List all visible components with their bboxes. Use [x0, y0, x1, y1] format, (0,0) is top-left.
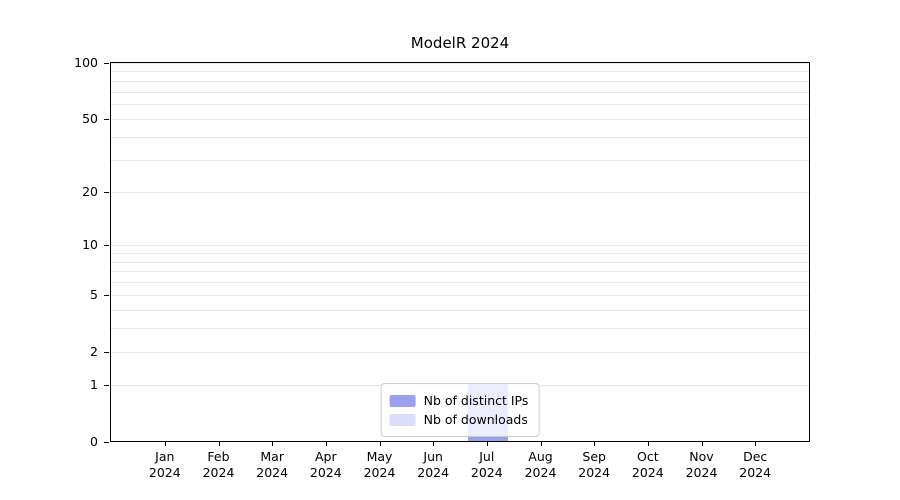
gridline [111, 271, 809, 273]
gridline [111, 80, 809, 82]
x-tick-label: Jun 2024 [417, 449, 450, 480]
x-tick [272, 442, 274, 446]
y-tick-label: 2 [90, 343, 98, 359]
gridline [111, 309, 809, 311]
y-tick-label: 0 [90, 434, 98, 449]
gridline [111, 261, 809, 263]
y-tick-label: 20 [82, 183, 98, 199]
x-tick-label: Jul 2024 [470, 449, 503, 480]
y-tick [104, 62, 109, 64]
x-tick [325, 442, 327, 446]
x-tick [379, 442, 381, 446]
y-tick [104, 245, 109, 246]
x-tick [486, 442, 488, 446]
y-tick [104, 191, 109, 193]
y-tick-label: 5 [90, 286, 98, 302]
y-tick-label: 100 [74, 54, 98, 70]
x-tick [755, 442, 757, 446]
gridline [111, 119, 809, 120]
x-tick [433, 442, 435, 446]
legend-item-distinct-ips: Nb of distinct IPs [389, 391, 529, 410]
gridline [111, 191, 809, 193]
gridline [111, 351, 809, 353]
legend-item-downloads: Nb of downloads [389, 410, 529, 429]
x-tick-label: Oct 2024 [631, 449, 664, 480]
y-tick [104, 351, 109, 353]
y-tick-label: 10 [82, 237, 98, 252]
x-tick [540, 442, 542, 446]
gridline [111, 71, 809, 73]
plot-area: Nb of distinct IPs Nb of downloads [110, 62, 810, 442]
x-tick-label: Aug 2024 [524, 449, 557, 480]
gridline [111, 159, 809, 161]
y-tick-label: 50 [82, 111, 98, 126]
x-tick-label: Nov 2024 [685, 449, 718, 480]
gridline [111, 136, 809, 138]
x-tick [594, 442, 596, 446]
legend-label-distinct-ips: Nb of distinct IPs [423, 393, 529, 408]
x-tick [701, 442, 703, 446]
legend-swatch-distinct-ips [389, 394, 416, 407]
x-tick [218, 442, 220, 446]
x-tick-label: Sep 2024 [578, 449, 611, 480]
y-tick [104, 442, 109, 443]
gridline [111, 294, 809, 296]
legend-label-downloads: Nb of downloads [423, 412, 528, 427]
x-tick [164, 442, 166, 446]
gridline [111, 245, 809, 246]
chart-title: ModelR 2024 [410, 34, 510, 52]
x-tick-label: Apr 2024 [309, 449, 342, 480]
gridline [111, 282, 809, 284]
x-tick-label: Mar 2024 [256, 449, 289, 480]
x-tick-label: Feb 2024 [202, 449, 235, 480]
x-tick-label: Jan 2024 [148, 449, 181, 480]
gridline [111, 104, 809, 106]
gridline [111, 252, 809, 254]
legend-swatch-downloads [389, 413, 416, 426]
y-tick [104, 294, 109, 296]
legend: Nb of distinct IPs Nb of downloads [380, 383, 540, 437]
y-tick [104, 119, 109, 120]
x-tick-label: May 2024 [363, 449, 396, 480]
gridline [111, 328, 809, 330]
y-tick-label: 1 [90, 377, 98, 392]
y-tick [104, 385, 109, 386]
gridline [111, 62, 809, 64]
x-tick-label: Dec 2024 [739, 449, 772, 480]
x-tick [647, 442, 649, 446]
gridline [111, 91, 809, 93]
